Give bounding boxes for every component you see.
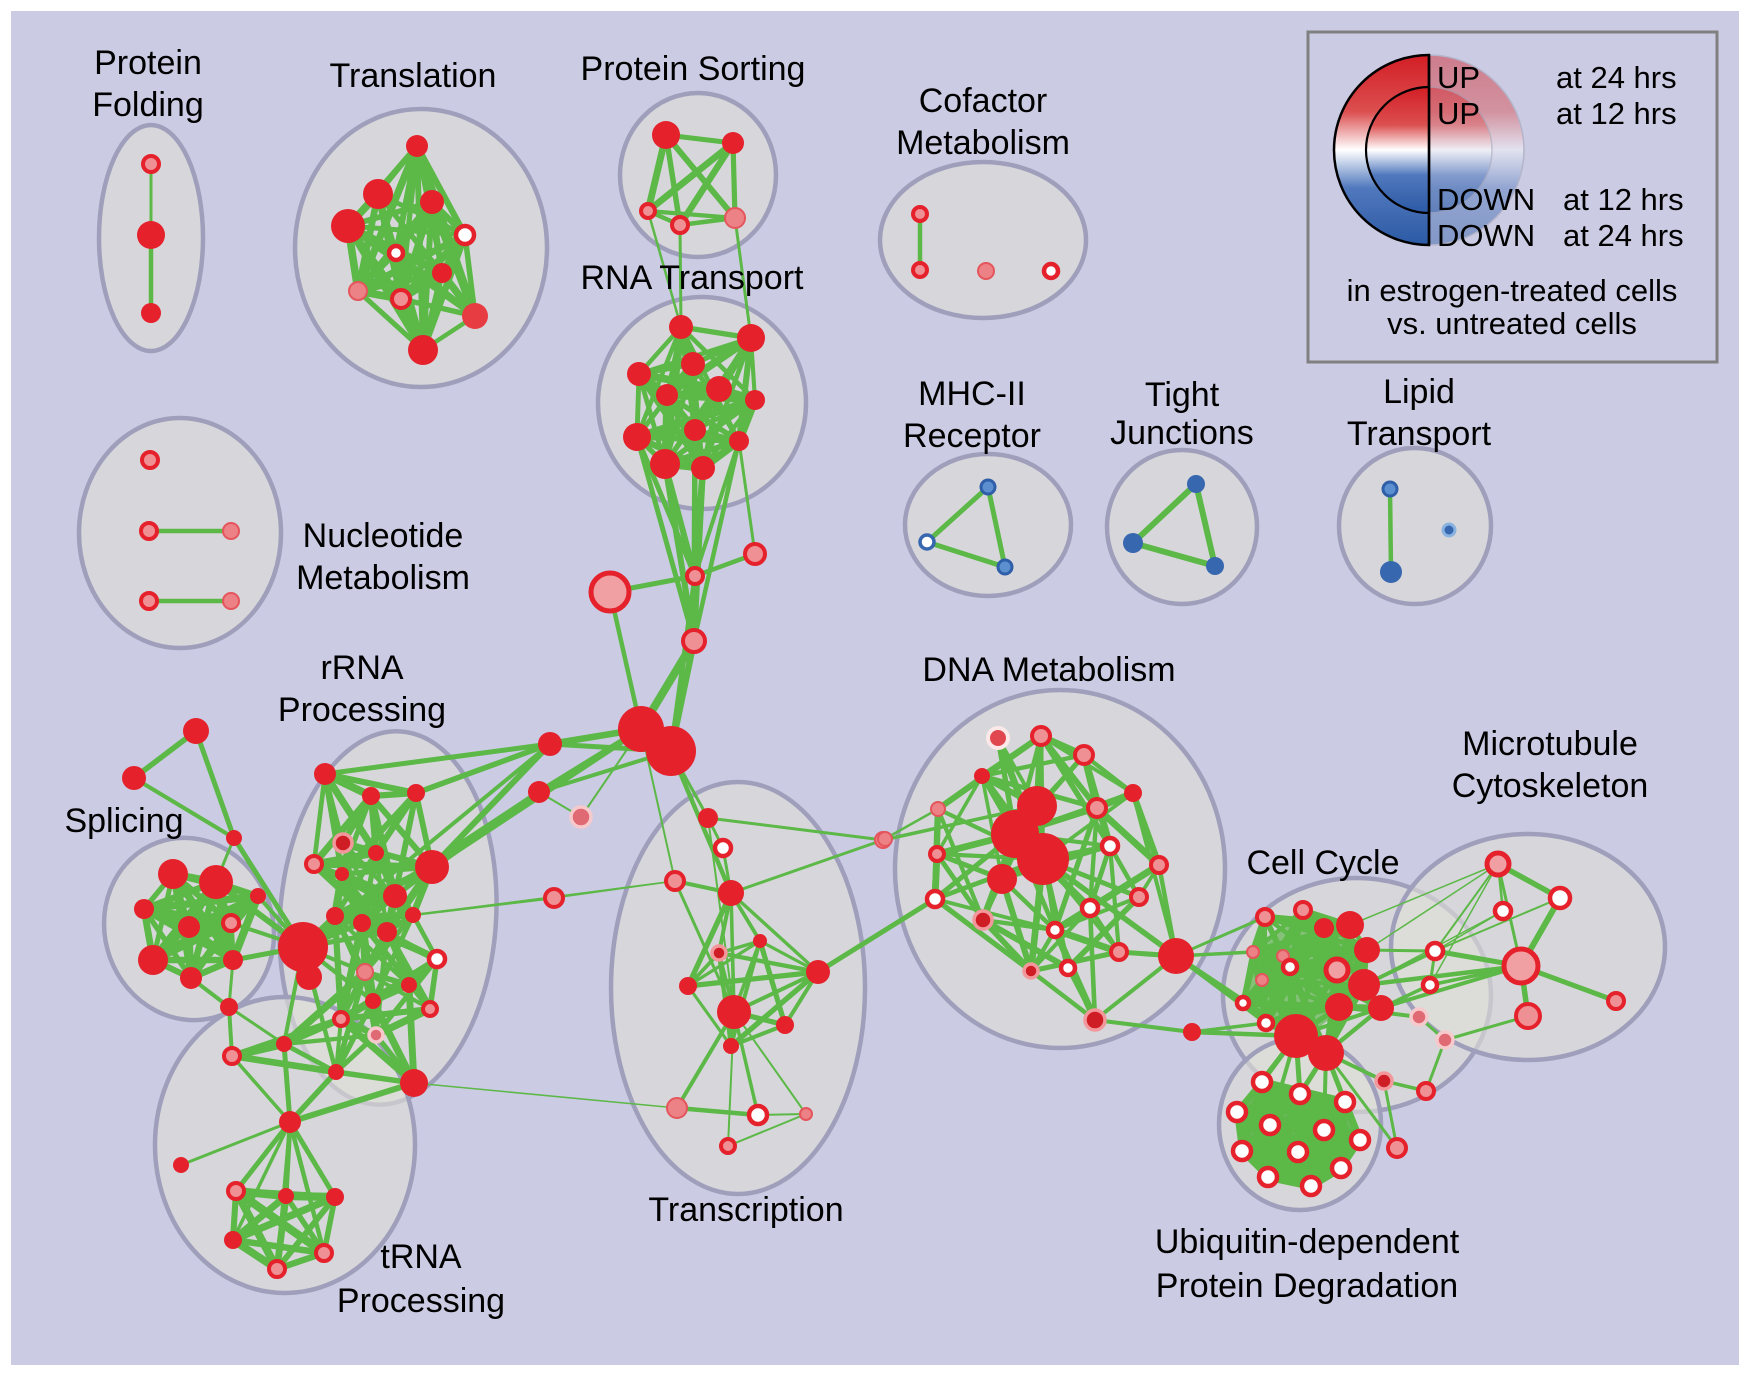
svg-text:DNA Metabolism: DNA Metabolism xyxy=(922,651,1175,689)
svg-text:at 12 hrs: at 12 hrs xyxy=(1556,96,1677,131)
svg-text:vs. untreated cells: vs. untreated cells xyxy=(1387,306,1637,341)
svg-text:UP: UP xyxy=(1437,96,1480,131)
svg-text:DOWN: DOWN xyxy=(1437,182,1535,217)
svg-text:Nucleotide: Nucleotide xyxy=(303,517,464,555)
svg-text:Tight: Tight xyxy=(1145,376,1220,414)
svg-text:RNA Transport: RNA Transport xyxy=(581,259,805,297)
svg-text:at 12 hrs: at 12 hrs xyxy=(1563,182,1684,217)
svg-text:Ubiquitin-dependent: Ubiquitin-dependent xyxy=(1155,1223,1460,1261)
svg-text:Cytoskeleton: Cytoskeleton xyxy=(1452,767,1649,805)
svg-text:Processing: Processing xyxy=(278,691,446,729)
svg-text:Cofactor: Cofactor xyxy=(919,82,1048,120)
svg-text:at 24 hrs: at 24 hrs xyxy=(1563,218,1684,253)
svg-text:Transcription: Transcription xyxy=(648,1191,843,1229)
svg-text:Splicing: Splicing xyxy=(64,802,183,840)
svg-text:at 24 hrs: at 24 hrs xyxy=(1556,60,1677,95)
svg-text:Cell Cycle: Cell Cycle xyxy=(1246,844,1399,882)
svg-text:Protein: Protein xyxy=(94,44,202,82)
svg-text:tRNA: tRNA xyxy=(380,1238,462,1276)
svg-text:Receptor: Receptor xyxy=(903,417,1041,455)
svg-text:Microtubule: Microtubule xyxy=(1462,725,1638,763)
svg-text:Lipid: Lipid xyxy=(1383,373,1455,411)
svg-text:Transport: Transport xyxy=(1347,415,1492,453)
svg-text:Metabolism: Metabolism xyxy=(896,124,1070,162)
svg-text:Processing: Processing xyxy=(337,1282,505,1320)
svg-text:Protein Sorting: Protein Sorting xyxy=(581,50,806,88)
svg-text:Translation: Translation xyxy=(330,57,497,95)
svg-text:in estrogen-treated cells: in estrogen-treated cells xyxy=(1347,273,1678,308)
svg-text:Metabolism: Metabolism xyxy=(296,559,470,597)
svg-text:rRNA: rRNA xyxy=(320,649,403,687)
svg-text:DOWN: DOWN xyxy=(1437,218,1535,253)
svg-text:Folding: Folding xyxy=(92,86,204,124)
svg-text:UP: UP xyxy=(1437,60,1480,95)
svg-text:Protein Degradation: Protein Degradation xyxy=(1156,1267,1458,1305)
svg-text:Junctions: Junctions xyxy=(1110,414,1254,452)
svg-text:MHC-II: MHC-II xyxy=(918,375,1026,413)
